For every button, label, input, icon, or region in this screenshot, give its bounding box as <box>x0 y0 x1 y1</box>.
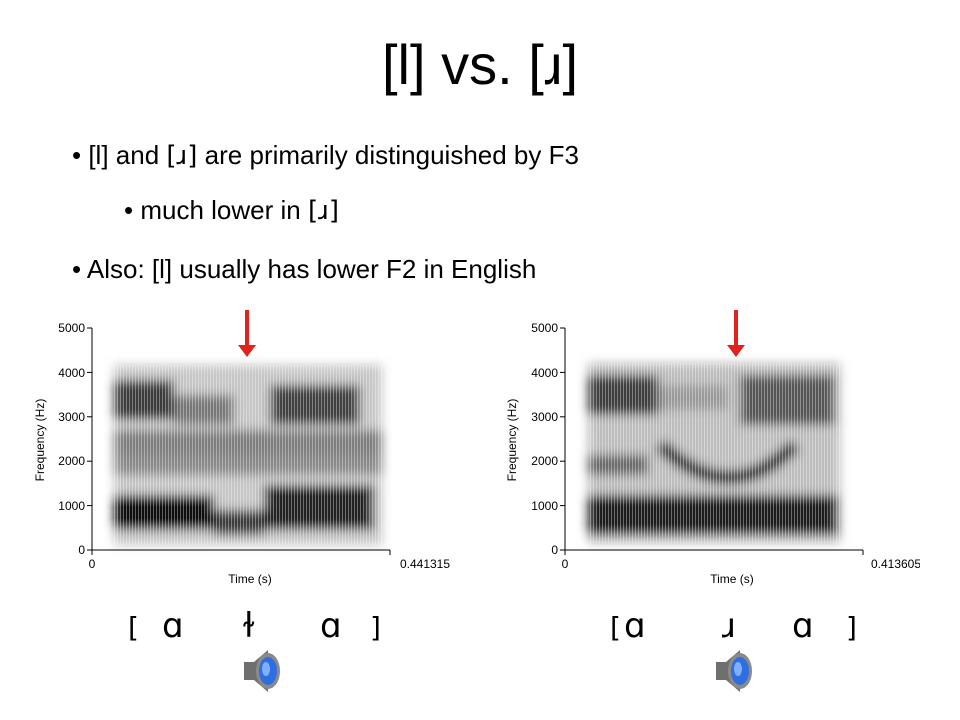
transcription-close: ] <box>846 611 857 644</box>
x-end-label: 0.413605 <box>871 557 920 571</box>
x-axis-label: Time (s) <box>710 572 754 586</box>
bullet-2-ipa: [ɹ] <box>307 196 340 226</box>
x-axis-label: Time (s) <box>228 572 272 586</box>
y-tick-label: 1000 <box>531 499 558 513</box>
x-end-label: 0.441315 <box>400 557 450 571</box>
bullet-2-text-a: • much lower in <box>124 195 308 225</box>
transcription-sym: ɑ <box>320 606 342 646</box>
y-tick-label: 4000 <box>531 366 558 380</box>
transcription-sym: ɑ <box>792 606 814 646</box>
transcription-open: [ <box>610 611 621 644</box>
y-tick-label: 1000 <box>58 499 85 513</box>
transcription-close: ] <box>370 611 381 644</box>
transcription-open: [ <box>128 611 139 644</box>
transcription-l: [ ɑ ɫ ɑ ] <box>128 606 381 648</box>
y-axis-label: Frequency (Hz) <box>505 399 519 482</box>
y-tick-label: 5000 <box>58 321 85 335</box>
bullet-1: • [l] and [ɹ] are primarily distinguishe… <box>72 139 579 172</box>
spectrogram-l: 0 1000 2000 3000 4000 5000 Frequency (Hz… <box>30 305 450 605</box>
y-tick-label: 2000 <box>58 454 85 468</box>
bullet-1-ipa: [ɹ] <box>166 141 198 171</box>
spectrogram-r-image <box>565 328 863 550</box>
slide-title: [l] vs. [ɹ] <box>382 33 578 96</box>
bullet-1-text-a: • [l] and <box>72 140 167 170</box>
y-tick-label: 0 <box>551 543 558 557</box>
y-tick-label: 3000 <box>58 410 85 424</box>
y-axis-label: Frequency (Hz) <box>33 399 47 482</box>
x-start-label: 0 <box>89 557 96 571</box>
speaker-icon[interactable] <box>240 648 284 699</box>
down-arrow-icon <box>238 310 256 357</box>
bullet-3-text: • Also: [l] usually has lower F2 in Engl… <box>72 254 537 284</box>
speaker-icon[interactable] <box>712 648 756 699</box>
bullet-1-text-b: are primarily distinguished by F3 <box>197 140 579 170</box>
bullet-2: • much lower in [ɹ] <box>124 194 339 227</box>
y-tick-label: 5000 <box>531 321 558 335</box>
y-ticks <box>87 327 92 551</box>
down-arrow-icon <box>727 310 745 357</box>
y-tick-label: 3000 <box>531 410 558 424</box>
transcription-sym: ɑ <box>162 606 184 646</box>
transcription-sym: ɑ <box>624 606 646 646</box>
y-tick-label: 2000 <box>531 454 558 468</box>
transcription-r: [ ɑ ɹ ɑ ] <box>610 606 857 648</box>
x-start-label: 0 <box>562 557 569 571</box>
bullet-3: • Also: [l] usually has lower F2 in Engl… <box>72 253 536 285</box>
spectrogram-r: 0 1000 2000 3000 4000 5000 Frequency (Hz… <box>500 305 920 605</box>
spectrogram-l-image <box>92 328 390 550</box>
y-ticks <box>560 327 565 551</box>
y-tick-label: 0 <box>78 543 85 557</box>
y-tick-label: 4000 <box>58 366 85 380</box>
transcription-sym: ɹ <box>722 606 737 646</box>
transcription-sym: ɫ <box>242 606 256 646</box>
